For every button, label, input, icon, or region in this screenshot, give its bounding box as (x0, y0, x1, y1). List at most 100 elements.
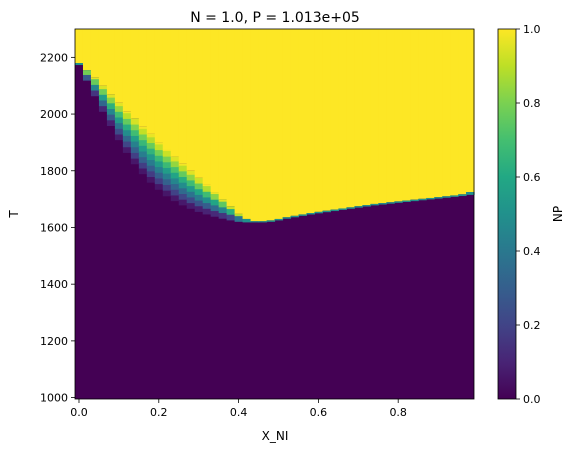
heatmap-cell-liquid (290, 29, 300, 216)
heatmap-cell (98, 99, 108, 107)
heatmap-cell (210, 204, 220, 212)
x-tick-label: 0.8 (389, 406, 407, 419)
heatmap-cell (346, 207, 355, 209)
heatmap-cell-liquid (98, 29, 108, 86)
heatmap-cell (138, 139, 148, 146)
heatmap-cell-liquid (418, 29, 427, 199)
y-tick-label: 2200 (40, 51, 68, 64)
y-tick-label: 1000 (40, 392, 68, 405)
heatmap-cell (218, 201, 228, 208)
heatmap-cell (178, 170, 188, 178)
heatmap-cell (98, 85, 108, 90)
heatmap-cell (106, 108, 116, 115)
colorbar-label: NP (551, 206, 565, 222)
heatmap-cell (186, 191, 196, 198)
heatmap-cell (114, 105, 124, 112)
heatmap-cell-liquid (282, 29, 292, 218)
heatmap-cell (338, 208, 347, 210)
heatmap-cell (114, 128, 124, 135)
heatmap-cell-liquid (218, 29, 228, 200)
heatmap-cell (130, 123, 140, 131)
heatmap-cell (194, 205, 204, 212)
heatmap-cell-liquid (226, 29, 236, 207)
heatmap-cell-liquid (122, 29, 132, 112)
heatmap-cell (114, 116, 124, 124)
heatmap-cell (154, 172, 164, 179)
heatmap-cell (178, 193, 188, 200)
heatmap-cell-liquid (402, 29, 411, 201)
heatmap-cell-liquid (330, 29, 339, 210)
x-axis-label: X_NI (262, 429, 289, 443)
heatmap-cell (130, 135, 140, 142)
heatmap-cell (186, 179, 196, 187)
heatmap-cell (178, 165, 188, 172)
heatmap-cell (170, 183, 180, 190)
heatmap-cell (114, 102, 124, 107)
heatmap-cell (170, 194, 180, 202)
heatmap-cell (218, 199, 228, 202)
x-tick-label: 0.2 (150, 406, 168, 419)
heatmap-cell (75, 63, 84, 66)
heatmap-cell (234, 213, 244, 217)
heatmap-cell (154, 183, 164, 190)
heatmap-cell (146, 136, 156, 144)
heatmap-cell (146, 142, 156, 149)
heatmap-cell (146, 148, 156, 155)
heatmap-cell-liquid (258, 29, 268, 222)
heatmap-cell (162, 173, 172, 180)
heatmap-cell-liquid (106, 29, 116, 95)
heatmap-cell (258, 221, 268, 223)
heatmap-cell (170, 177, 180, 185)
heatmap-cell (106, 97, 116, 104)
heatmap-cell (178, 182, 188, 189)
heatmap-cell-liquid (242, 29, 252, 219)
heatmap-cell (202, 196, 212, 204)
heatmap-cell (186, 196, 196, 204)
heatmap-cell (106, 119, 116, 126)
heatmap-cell (194, 182, 204, 190)
heatmap-cell (146, 133, 156, 138)
heatmap-cell (218, 212, 228, 219)
heatmap-cell (178, 176, 188, 183)
heatmap-cell (146, 165, 156, 172)
heatmap-cell-liquid (426, 29, 435, 198)
heatmap-cell (250, 221, 260, 223)
heatmap-cell (178, 199, 188, 206)
heatmap-cell (114, 122, 124, 129)
heatmap-cell-liquid (154, 29, 164, 143)
heatmap-cell-liquid (386, 29, 395, 203)
x-tick-label: 0.6 (310, 406, 328, 419)
heatmap-cell-liquid (394, 29, 403, 202)
heatmap-cell (122, 112, 132, 119)
heatmap-cell (122, 135, 132, 142)
colorbar-tick-label: 0.2 (523, 319, 541, 332)
colorbar: 0.0 0.2 0.4 0.6 0.8 1.0 NP (497, 23, 565, 406)
heatmap-cell-liquid (306, 29, 315, 214)
heatmap-cell (202, 184, 212, 187)
heatmap-cell-liquid (370, 29, 379, 204)
heatmap-cell-liquid (314, 29, 323, 212)
heatmap-cell (226, 208, 236, 215)
heatmap-cell (154, 160, 164, 168)
heatmap-cell (162, 184, 172, 191)
heatmap-cell (114, 133, 124, 141)
colorbar-tick-label: 0.6 (523, 171, 541, 184)
colorbar-tick-label: 1.0 (523, 23, 541, 36)
heatmap-cell (178, 163, 188, 166)
heatmap-cell-liquid (466, 29, 475, 193)
heatmap-cell-liquid (178, 29, 188, 164)
heatmap-cell (306, 213, 315, 215)
heatmap-cell (442, 196, 451, 198)
heatmap-cell (138, 150, 148, 158)
heatmap-cell (186, 202, 196, 209)
heatmap-cell (386, 202, 395, 204)
heatmap-cell (202, 202, 212, 209)
heatmap-cell-liquid (434, 29, 443, 198)
heatmap-cell (138, 133, 148, 141)
heatmap-cell (130, 129, 140, 136)
heatmap-cell-liquid (410, 29, 419, 200)
heatmap-cell (138, 128, 148, 135)
colorbar-gradient (497, 28, 517, 400)
heatmap-cell (210, 210, 220, 217)
heatmap-cell-liquid (90, 29, 100, 78)
